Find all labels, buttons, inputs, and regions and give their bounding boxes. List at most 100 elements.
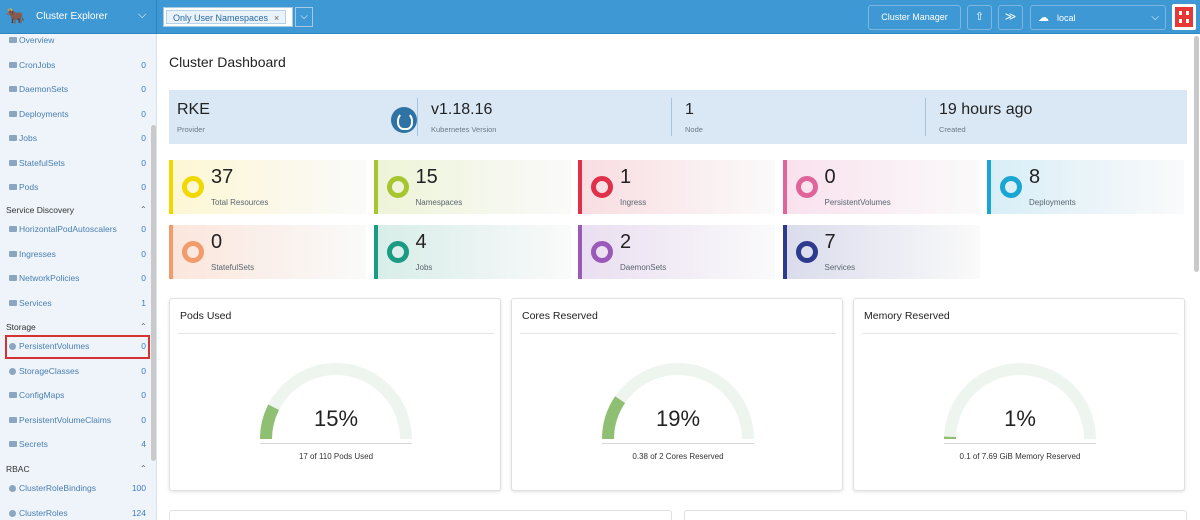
sidebar-group-rbac[interactable]: RBAC xyxy=(6,464,30,474)
sidebar-item-daemonsets[interactable]: DaemonSets 0 xyxy=(0,83,150,99)
tile-label: Total Resources xyxy=(211,198,269,207)
sidebar-item-label: Jobs xyxy=(19,133,37,143)
close-icon[interactable]: × xyxy=(274,13,280,23)
tile-value: 0 xyxy=(824,166,836,188)
resource-tile-deployments[interactable]: 8 Deployments xyxy=(987,160,1184,214)
sidebar-item-statefulsets[interactable]: StatefulSets 0 xyxy=(0,157,150,173)
bottom-card xyxy=(684,510,1187,520)
sidebar-item-count: 100 xyxy=(131,483,146,493)
sidebar-scrollbar[interactable] xyxy=(151,125,156,461)
tile-label: Namespaces xyxy=(415,198,463,207)
cluster-manager-button[interactable]: Cluster Manager xyxy=(868,5,961,30)
gauge-baseline xyxy=(602,443,754,444)
user-avatar[interactable] xyxy=(1172,4,1196,30)
kubernetes-version-label: Kubernetes Version xyxy=(431,125,497,134)
tile-value: 0 xyxy=(211,231,223,253)
folder-icon xyxy=(9,275,17,281)
sidebar-item-count: 1 xyxy=(141,297,146,308)
divider xyxy=(925,98,926,136)
sidebar-item-label: ClusterRoleBindings xyxy=(19,483,97,493)
sidebar-group-storage[interactable]: Storage xyxy=(6,322,36,332)
sidebar-item-count: 0 xyxy=(141,390,146,400)
namespace-chip[interactable]: Only User Namespaces × xyxy=(166,10,287,24)
cluster-context-select[interactable]: ☁ local ⌵ xyxy=(1030,5,1166,30)
chevron-up-icon[interactable]: ⌃ xyxy=(140,205,147,214)
folder-icon xyxy=(9,416,17,423)
gauge-percent: 15% xyxy=(313,406,359,431)
folder-icon xyxy=(9,250,17,257)
gauge-percent: 19% xyxy=(655,406,701,431)
main-scrollbar[interactable] xyxy=(1194,36,1199,272)
chevron-up-icon[interactable]: ⌃ xyxy=(140,322,147,331)
sidebar-item-label: DaemonSets xyxy=(19,84,69,94)
sidebar-item-horizontalpodautoscalers[interactable]: HorizontalPodAutoscalers 0 xyxy=(0,223,150,239)
resource-tile-statefulsets[interactable]: 0 StatefulSets xyxy=(169,225,366,279)
sidebar-item-label: Overview xyxy=(19,35,55,45)
sidebar-item-count: 4 xyxy=(141,439,146,449)
gauge-fill xyxy=(602,396,626,440)
highlight-box xyxy=(5,335,150,359)
resource-tile-ingress[interactable]: 1 Ingress xyxy=(578,160,775,214)
sidebar-item-overview[interactable]: Overview xyxy=(0,34,150,50)
folder-icon xyxy=(9,135,17,141)
gear-icon xyxy=(9,485,16,492)
resource-tile-services[interactable]: 7 Services xyxy=(782,225,980,279)
ring-icon xyxy=(1000,176,1022,198)
tile-value: 37 xyxy=(211,166,234,188)
sidebar-item-clusterrolebindings[interactable]: ClusterRoleBindings 100 xyxy=(0,482,150,498)
sidebar-item-label: Secrets xyxy=(19,439,48,449)
context-label: local xyxy=(1057,13,1076,23)
sidebar-item-pods[interactable]: Pods 0 xyxy=(0,181,150,197)
rancher-logo-icon[interactable]: 🐂 xyxy=(6,8,25,25)
resource-tile-persistentvolumes[interactable]: 0 PersistentVolumes xyxy=(782,160,980,214)
upload-icon[interactable]: ⇧ xyxy=(967,5,992,30)
ring-icon xyxy=(795,241,818,263)
sidebar-item-clusterroles[interactable]: ClusterRoles 124 xyxy=(0,507,150,520)
gauge-subtitle: 0.1 of 7.69 GiB Memory Reserved xyxy=(959,452,1081,461)
divider xyxy=(862,333,1178,334)
chevron-up-icon[interactable]: ⌃ xyxy=(140,464,147,473)
resource-tile-jobs[interactable]: 4 Jobs xyxy=(373,225,571,279)
card-title: Memory Reserved xyxy=(864,310,950,322)
terminal-icon[interactable]: ≫ xyxy=(998,5,1023,30)
sidebar-item-persistentvolumes[interactable]: PersistentVolumes 0 xyxy=(0,340,150,356)
resource-tile-total-resources[interactable]: 37 Total Resources xyxy=(169,160,366,214)
tile-label: Deployments xyxy=(1029,198,1076,207)
kubernetes-version-info: v1.18.16 Kubernetes Version xyxy=(423,90,677,144)
sidebar-group-service-discovery[interactable]: Service Discovery xyxy=(6,205,75,215)
chevron-down-icon[interactable]: ⌵ xyxy=(138,9,147,21)
tile-value: 4 xyxy=(415,231,427,253)
sidebar-item-networkpolicies[interactable]: NetworkPolicies 0 xyxy=(0,272,150,288)
sidebar-item-label: ConfigMaps xyxy=(19,390,65,400)
resource-tile-namespaces[interactable]: 15 Namespaces xyxy=(373,160,571,214)
ring-icon xyxy=(182,241,204,263)
sidebar-item-services[interactable]: Services 1 xyxy=(0,297,150,313)
sidebar-item-label: NetworkPolicies xyxy=(19,273,80,283)
sidebar-item-jobs[interactable]: Jobs 0 xyxy=(0,132,150,148)
tile-value: 2 xyxy=(620,231,632,253)
sidebar-item-ingresses[interactable]: Ingresses 0 xyxy=(0,248,150,264)
provider-value: RKE xyxy=(177,101,210,118)
sidebar-item-count: 0 xyxy=(141,133,146,143)
ring-icon xyxy=(795,176,818,198)
rke-logo-icon xyxy=(391,107,417,133)
namespace-dropdown-chevron-icon[interactable]: ⌵ xyxy=(295,7,313,27)
sidebar-item-label: Ingresses xyxy=(19,248,56,259)
sidebar-item-configmaps[interactable]: ConfigMaps 0 xyxy=(0,389,150,405)
sidebar-item-storageclasses[interactable]: StorageClasses 0 xyxy=(0,365,150,381)
provider-label: Provider xyxy=(177,125,205,134)
sidebar-item-count: 124 xyxy=(131,507,146,518)
sidebar-item-count: 0 xyxy=(141,224,146,234)
gauge-track xyxy=(944,363,1096,440)
resource-tile-daemonsets[interactable]: 2 DaemonSets xyxy=(578,225,775,279)
sidebar-item-cronjobs[interactable]: CronJobs 0 xyxy=(0,59,150,75)
namespace-filter[interactable]: Only User Namespaces × xyxy=(163,7,293,27)
sidebar-item-secrets[interactable]: Secrets 4 xyxy=(0,438,150,454)
divider xyxy=(520,333,836,334)
sidebar-item-deployments[interactable]: Deployments 0 xyxy=(0,108,150,124)
sidebar-item-count: 0 xyxy=(141,108,146,119)
cluster-icon: ☁ xyxy=(1038,12,1049,24)
sidebar-item-persistentvolumeclaims[interactable]: PersistentVolumeClaims 0 xyxy=(0,414,150,430)
ring-icon xyxy=(182,176,204,198)
